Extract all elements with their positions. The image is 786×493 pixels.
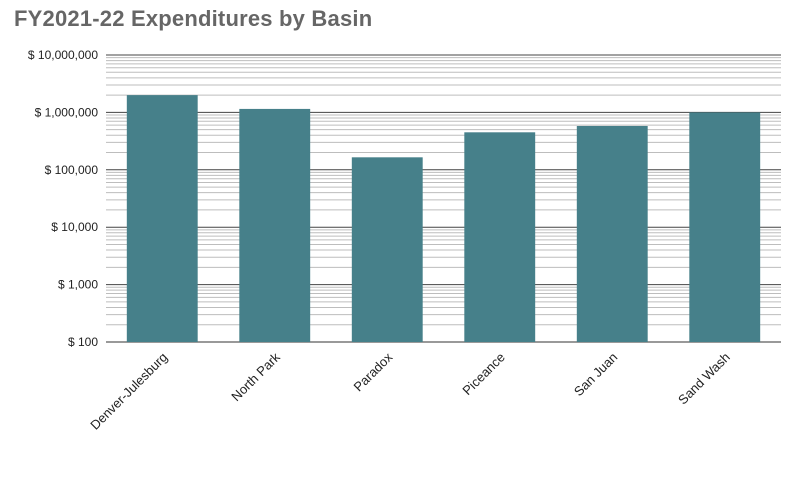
y-axis-ticks: $ 10,000,000 $ 1,000,000 $ 100,000 $ 10,000… [28, 48, 98, 349]
bar [126, 95, 198, 342]
y-tick-label: $ 10,000 [51, 220, 98, 234]
x-tick-label: Paradox [351, 349, 396, 394]
chart-title: FY2021-22 Expenditures by Basin [14, 6, 373, 31]
y-tick-label: $ 100,000 [45, 163, 99, 177]
y-tick-label: $ 1,000 [58, 278, 98, 292]
x-tick-label: Sand Wash [675, 350, 733, 408]
bar [351, 157, 423, 342]
bar [239, 108, 311, 342]
x-tick-label: San Juan [571, 350, 620, 399]
bars [126, 95, 761, 343]
gridlines [106, 54, 781, 343]
y-tick-label: $ 10,000,000 [28, 48, 98, 62]
x-tick-label: North Park [228, 349, 283, 404]
y-tick-label: $ 100 [68, 335, 98, 349]
y-tick-label: $ 1,000,000 [35, 105, 99, 119]
x-tick-label: Denver-Julesburg [87, 350, 170, 433]
bar [689, 112, 761, 343]
x-tick-label: Piceance [459, 350, 507, 398]
x-axis-ticks: Denver-Julesburg North Park Paradox Piceanc… [87, 349, 733, 433]
bar [576, 125, 648, 342]
bar [464, 132, 536, 342]
